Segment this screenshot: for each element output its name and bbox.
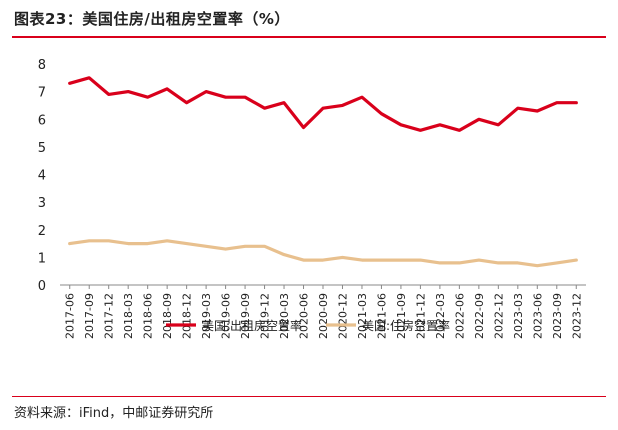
x-tick-label: 2020-12 [336, 293, 349, 339]
y-tick-label: 5 [38, 141, 46, 156]
x-tick-label: 2019-03 [200, 293, 213, 339]
series-line-1 [68, 76, 578, 132]
x-tick-label: 2022-09 [473, 293, 486, 339]
x-tick-label: 2018-12 [181, 293, 194, 339]
legend-label-1: 美国:出租房空置率 [202, 318, 302, 333]
x-tick-label: 2023-06 [531, 293, 544, 339]
x-tick-label: 2017-12 [103, 293, 116, 339]
x-tick-label: 2022-03 [434, 293, 447, 339]
x-tick-label: 2018-09 [161, 293, 174, 339]
x-tick-label: 2019-06 [220, 293, 233, 339]
y-tick-label: 1 [38, 251, 46, 266]
title-rule [12, 36, 606, 38]
x-tick-label: 2021-12 [414, 293, 427, 339]
series-line-2 [68, 239, 578, 268]
x-tick-label: 2018-06 [142, 293, 155, 339]
y-axis-ticks: 0 1 2 3 4 5 6 7 8 [38, 58, 46, 294]
x-axis-ticks: 2017-06 2017-09 2017-12 2018-03 2018-06 2018-… [64, 285, 583, 339]
y-tick-label: 7 [38, 86, 46, 101]
x-tick-label: 2020-09 [317, 293, 330, 339]
y-tick-label: 4 [38, 169, 46, 184]
x-tick-label: 2022-06 [453, 293, 466, 339]
source-note: 资料来源：iFind，中邮证券研究所 [14, 406, 214, 421]
x-tick-label: 2023-09 [551, 293, 564, 339]
x-tick-label: 2023-03 [512, 293, 525, 339]
chart-legend: 美国:出租房空置率 美国:住房空置率 [166, 318, 450, 333]
x-tick-label: 2019-09 [239, 293, 252, 339]
y-tick-label: 2 [38, 224, 46, 239]
x-tick-label: 2017-06 [64, 293, 77, 339]
x-tick-label: 2017-09 [83, 293, 96, 339]
x-tick-label: 2021-06 [375, 293, 388, 339]
x-tick-label: 2021-03 [356, 293, 369, 339]
x-tick-label: 2018-03 [122, 293, 135, 339]
x-tick-label: 2022-12 [492, 293, 505, 339]
source-rule [12, 396, 606, 397]
x-tick-label: 2019-12 [259, 293, 272, 339]
y-tick-label: 8 [38, 58, 46, 73]
y-tick-label: 0 [38, 279, 46, 294]
x-tick-label: 2023-12 [570, 293, 583, 339]
x-tick-label: 2020-06 [298, 293, 311, 339]
chart-title: 图表23：美国住房/出租房空置率（%） [14, 10, 290, 28]
x-tick-label: 2020-03 [278, 293, 291, 339]
x-tick-label: 2021-09 [395, 293, 408, 339]
legend-label-2: 美国:住房空置率 [362, 318, 450, 333]
y-tick-label: 6 [38, 113, 46, 128]
y-tick-label: 3 [38, 196, 46, 211]
series-lines [68, 76, 578, 268]
